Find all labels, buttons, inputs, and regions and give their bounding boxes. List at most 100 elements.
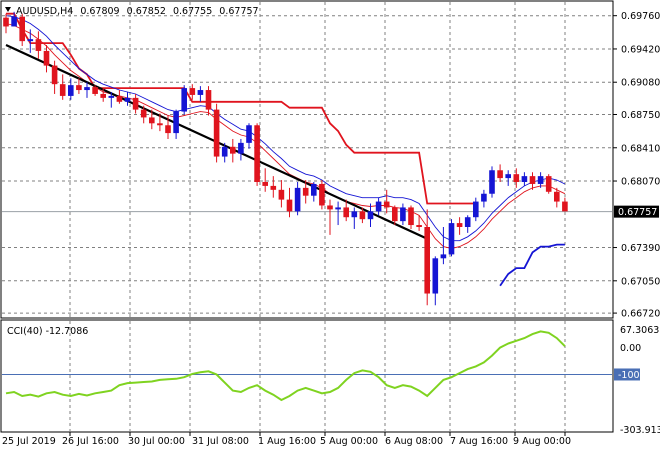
candle-body (432, 258, 439, 294)
current-price-label: 0.67757 (618, 207, 657, 218)
time-tick-label: 31 Jul 08:00 (192, 436, 249, 447)
candle-body (189, 88, 196, 95)
collapse-triangle-icon[interactable] (5, 7, 11, 12)
ohlc-low: 0.67755 (173, 6, 212, 17)
candle-body (157, 123, 163, 126)
time-tick-label: 25 Jul 2019 (2, 436, 56, 447)
candle-body (11, 16, 17, 27)
red-moving-average-line (5, 23, 566, 249)
candle-body (302, 187, 309, 196)
cci-tick-label: 0.00 (620, 343, 641, 354)
candle-body (124, 97, 131, 102)
candle-body (51, 65, 58, 85)
time-tick-label: 7 Aug 16:00 (450, 436, 508, 447)
time-tick-label: 6 Aug 08:00 (385, 436, 443, 447)
candle-body (294, 187, 301, 212)
candle-body (554, 191, 560, 202)
cci-line (5, 330, 566, 402)
candle-body (254, 125, 260, 182)
candle-body (505, 174, 511, 179)
candle-body (149, 117, 155, 124)
symbol-header: AUDUSD,H4 0.67809 0.67852 0.67755 0.6775… (16, 6, 259, 17)
main-pane-frame (0, 0, 614, 319)
cci-level-tag (614, 368, 640, 381)
candle-body (464, 217, 471, 227)
candle-body (262, 182, 268, 186)
candle-body (497, 170, 503, 179)
candle-body (68, 85, 74, 96)
cci-indicator (2, 330, 612, 402)
candle-body (351, 211, 358, 218)
axis-labels: 0.69760 0.69420 0.69080 0.68750 0.68410 0.680… (2, 11, 660, 447)
candle-body (92, 87, 98, 94)
price-tick-label: 0.68750 (621, 110, 660, 121)
price-tick-label: 0.68410 (621, 143, 660, 154)
candle-body (416, 225, 422, 227)
candle-body (213, 109, 220, 157)
candle-body (529, 176, 536, 184)
price-tick-label: 0.69420 (621, 44, 660, 55)
candle-body (562, 201, 568, 212)
candle-body (456, 223, 463, 227)
candle-body (181, 88, 187, 112)
candle-body (448, 223, 455, 255)
candle-body (489, 170, 495, 194)
time-tick-label: 30 Jul 00:00 (128, 436, 185, 447)
candle-body (43, 50, 50, 66)
candle-body (367, 211, 374, 220)
candle-body (132, 97, 139, 110)
candle-body (116, 95, 123, 102)
cci-pane-frame (0, 319, 614, 433)
candle-body (84, 87, 90, 91)
ohlc-close: 0.67757 (219, 6, 258, 17)
candle-body (400, 207, 406, 222)
candle-body (230, 146, 236, 154)
blue-moving-average-line (5, 15, 566, 242)
candle-body (319, 183, 325, 206)
candle-body (408, 207, 414, 226)
candle-body (100, 93, 106, 98)
grid (2, 2, 612, 431)
current-price-tag (614, 205, 659, 218)
time-tick-label: 1 Aug 16:00 (258, 436, 316, 447)
candles (3, 11, 568, 306)
candle-body (473, 201, 479, 218)
candle-body (375, 201, 382, 212)
candle-body (108, 95, 115, 98)
candle-body (392, 207, 398, 222)
candle-body (197, 90, 204, 95)
price-tick-label: 0.67390 (621, 243, 660, 254)
candle-body (3, 17, 9, 27)
cci-tick-label: 67.3063 (620, 325, 659, 336)
time-tick-label: 5 Aug 00:00 (320, 436, 378, 447)
candle-body (513, 174, 520, 182)
candle-body (286, 199, 293, 212)
candle-body (76, 85, 82, 91)
cci-level-label: -100 (618, 370, 640, 381)
candle-body (335, 207, 341, 210)
candle-body (359, 211, 366, 220)
price-tick-label: 0.69760 (621, 11, 660, 22)
candle-body (545, 176, 552, 192)
candle-body (205, 90, 212, 110)
lower-envelope-line (499, 243, 565, 287)
candle-body (521, 176, 528, 182)
price-tick-label: 0.68070 (621, 177, 660, 188)
candle-body (383, 201, 390, 208)
price-tick-label: 0.66720 (621, 309, 660, 320)
candle-body (35, 39, 42, 51)
cci-header: CCI(40) -12.7086 (7, 326, 88, 337)
candle-body (440, 254, 447, 259)
candle-body (343, 207, 349, 218)
candle-body (221, 146, 228, 157)
candle-body (246, 125, 252, 143)
candle-body (278, 189, 285, 200)
price-tick-label: 0.69080 (621, 78, 660, 89)
price-tick-label: 0.67050 (621, 276, 660, 287)
candle-body (140, 109, 147, 118)
time-tick-label: 9 Aug 00:00 (513, 436, 571, 447)
candle-body (327, 205, 333, 210)
candle-body (238, 142, 244, 154)
candle-body (537, 176, 544, 184)
